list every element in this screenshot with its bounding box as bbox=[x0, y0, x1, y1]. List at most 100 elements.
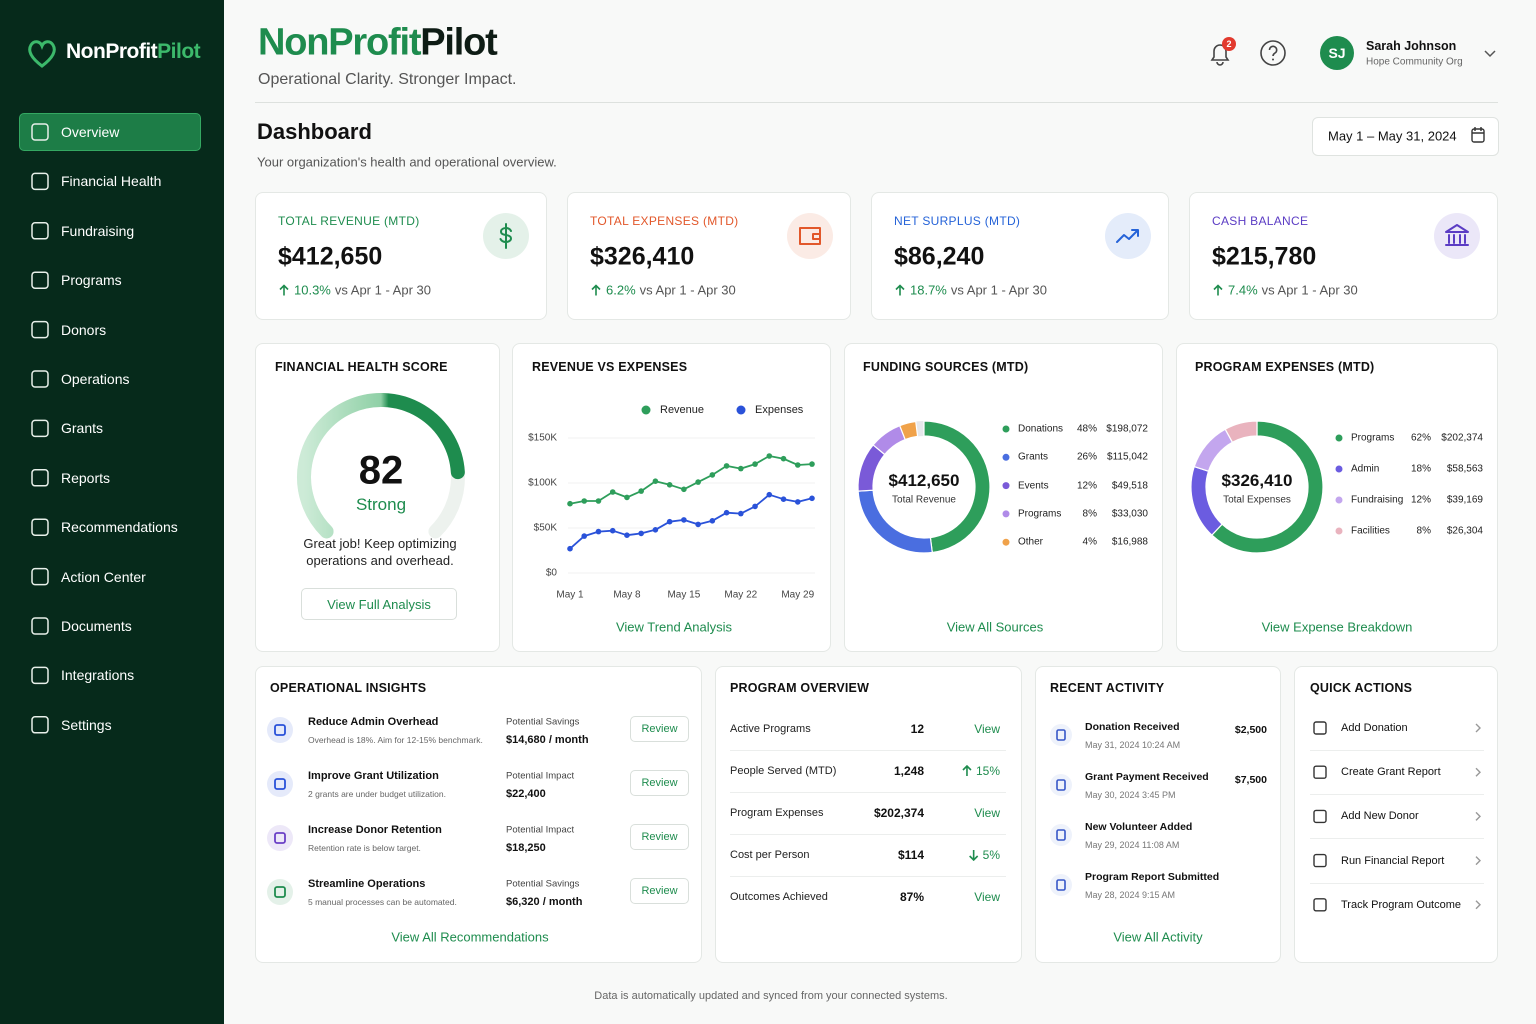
series-line bbox=[569, 493, 813, 550]
quick-action-icon bbox=[1313, 853, 1327, 868]
series-point bbox=[738, 510, 744, 517]
avatar[interactable] bbox=[1320, 36, 1354, 70]
separator bbox=[1310, 882, 1484, 884]
kpi-icon bbox=[1116, 229, 1139, 243]
legend-dot bbox=[641, 405, 651, 415]
logo-heart bbox=[28, 40, 56, 68]
series-point bbox=[652, 478, 659, 485]
series-point bbox=[666, 482, 673, 488]
card-link[interactable]: View All Recommendations bbox=[391, 929, 549, 945]
kpi-card bbox=[567, 192, 851, 320]
nav-icon bbox=[31, 370, 49, 388]
kpi-card bbox=[1189, 192, 1498, 320]
series-point bbox=[766, 453, 773, 459]
insight-icon-bg bbox=[267, 771, 293, 797]
kpi-card bbox=[871, 192, 1169, 320]
series-point bbox=[652, 527, 659, 533]
donut-segment bbox=[857, 489, 933, 554]
donut-segment bbox=[923, 420, 991, 554]
nav-icon bbox=[31, 567, 49, 586]
activity-icon bbox=[1056, 729, 1066, 741]
series-point bbox=[681, 486, 687, 493]
card-link[interactable]: View All Sources bbox=[946, 619, 1044, 635]
help-icon[interactable] bbox=[1260, 40, 1286, 66]
series-point bbox=[567, 500, 573, 507]
quick-action[interactable]: Add New Donor bbox=[1341, 810, 1419, 823]
button[interactable]: View Full Analysis bbox=[301, 588, 457, 620]
nav-item[interactable]: Grants bbox=[61, 420, 104, 437]
series-point bbox=[595, 528, 602, 535]
user-name[interactable]: Sarah Johnson bbox=[1366, 39, 1457, 53]
nav-item[interactable]: Settings bbox=[61, 716, 112, 733]
nav-icon bbox=[31, 666, 49, 685]
legend-dot bbox=[1002, 510, 1010, 518]
separator bbox=[1310, 750, 1484, 751]
nav-item[interactable]: Action Center bbox=[61, 568, 146, 585]
quick-action[interactable]: Create Grant Report bbox=[1341, 766, 1441, 779]
separator bbox=[1310, 794, 1484, 796]
nav-item[interactable]: Programs bbox=[61, 272, 122, 289]
help-dot bbox=[1272, 58, 1274, 61]
quick-action[interactable]: Run Financial Report bbox=[1341, 854, 1445, 867]
button[interactable]: Review bbox=[630, 878, 689, 904]
series-point bbox=[738, 465, 744, 472]
overview-link[interactable]: View bbox=[974, 806, 1000, 820]
nav-item[interactable]: Fundraising bbox=[61, 222, 135, 239]
series-point bbox=[752, 503, 758, 510]
card-link[interactable]: View Trend Analysis bbox=[615, 619, 733, 635]
nav-item[interactable]: Recommendations bbox=[61, 519, 178, 536]
header-divider bbox=[255, 102, 1498, 103]
program-overview-card bbox=[715, 666, 1022, 963]
nav-item[interactable]: Donors bbox=[61, 321, 107, 338]
series-point bbox=[624, 494, 630, 501]
date-picker bbox=[1312, 117, 1499, 156]
sidebar bbox=[0, 0, 224, 1024]
activity-icon-bg bbox=[1050, 874, 1072, 896]
series-point bbox=[695, 521, 701, 528]
kpi-card bbox=[255, 192, 547, 320]
notification-badge bbox=[1222, 37, 1236, 51]
series-point bbox=[624, 532, 630, 538]
quick-action-chevron bbox=[1475, 723, 1481, 733]
series-point bbox=[581, 498, 588, 504]
nav-item[interactable]: Operations bbox=[61, 371, 130, 387]
legend-dot bbox=[1002, 425, 1010, 433]
series-point bbox=[666, 518, 673, 525]
card-link[interactable]: View Expense Breakdown bbox=[1261, 619, 1413, 635]
donut-segment bbox=[1224, 420, 1258, 444]
activity-icon bbox=[1056, 879, 1066, 891]
gauge-value bbox=[297, 393, 465, 539]
button[interactable]: Review bbox=[630, 716, 689, 742]
legend-dot bbox=[1002, 482, 1010, 490]
series-point bbox=[752, 461, 758, 467]
nav-item[interactable]: Reports bbox=[61, 469, 111, 486]
nav-item[interactable]: Financial Health bbox=[61, 173, 162, 190]
nav-icon bbox=[31, 617, 49, 635]
bell-icon[interactable] bbox=[1210, 44, 1230, 66]
nav-item[interactable]: Documents bbox=[61, 618, 132, 634]
date-range[interactable]: May 1 – May 31, 2024 bbox=[1328, 128, 1457, 144]
kpi-icon bbox=[499, 223, 512, 249]
nav-icon bbox=[31, 469, 49, 487]
series-point bbox=[609, 489, 616, 495]
series-point bbox=[609, 527, 616, 534]
button[interactable]: Review bbox=[630, 770, 689, 796]
separator bbox=[730, 750, 1006, 751]
nav-item[interactable]: Overview bbox=[61, 124, 120, 140]
series-point bbox=[809, 495, 815, 502]
series-point bbox=[595, 498, 602, 504]
series-point bbox=[780, 455, 787, 462]
series-point bbox=[723, 509, 730, 516]
overview-link[interactable]: View bbox=[974, 722, 1000, 736]
overview-link[interactable]: View bbox=[974, 890, 1000, 904]
quick-action[interactable]: Track Program Outcome bbox=[1341, 898, 1462, 911]
nav-item[interactable]: Integrations bbox=[61, 667, 135, 684]
quick-action-chevron bbox=[1475, 767, 1481, 777]
card-link[interactable]: View All Activity bbox=[1113, 929, 1203, 945]
quick-action[interactable]: Add Donation bbox=[1341, 722, 1408, 734]
donut-segment bbox=[1190, 465, 1223, 536]
insight-icon bbox=[274, 886, 286, 898]
series-point bbox=[766, 491, 773, 498]
button[interactable]: Review bbox=[630, 824, 689, 850]
